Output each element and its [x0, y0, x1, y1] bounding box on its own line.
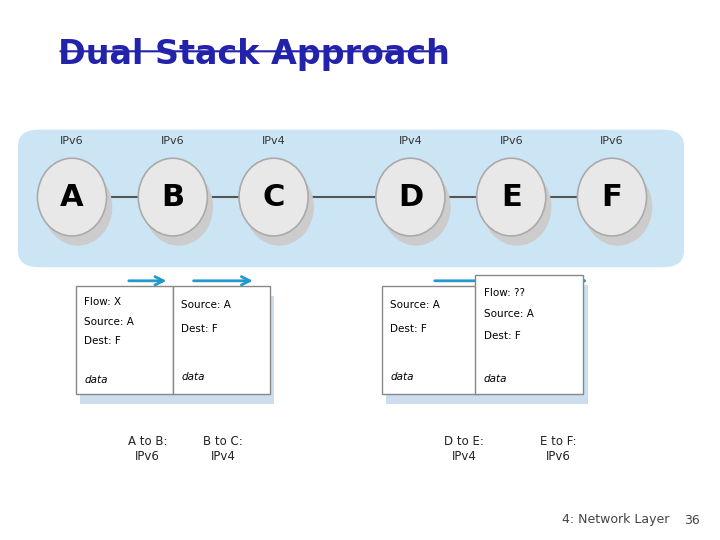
FancyBboxPatch shape — [382, 286, 479, 394]
Text: IPv4: IPv4 — [262, 136, 285, 146]
Ellipse shape — [376, 158, 445, 236]
Ellipse shape — [239, 158, 308, 236]
Text: Dest: F: Dest: F — [484, 331, 521, 341]
Text: data: data — [484, 374, 508, 384]
Text: C: C — [262, 183, 285, 212]
Text: Source: A: Source: A — [84, 316, 134, 327]
Ellipse shape — [138, 158, 207, 236]
Text: IPv6: IPv6 — [60, 136, 84, 146]
Ellipse shape — [43, 168, 112, 246]
Text: 36: 36 — [684, 514, 700, 526]
Text: IPv6: IPv6 — [161, 136, 184, 146]
Ellipse shape — [583, 168, 652, 246]
FancyBboxPatch shape — [177, 296, 274, 404]
Text: IPv6: IPv6 — [600, 136, 624, 146]
FancyBboxPatch shape — [18, 130, 684, 267]
FancyBboxPatch shape — [386, 296, 483, 404]
Ellipse shape — [37, 158, 107, 236]
Text: Dest: F: Dest: F — [390, 325, 427, 334]
Text: Dest: F: Dest: F — [181, 325, 218, 334]
Text: E to F:
IPv6: E to F: IPv6 — [540, 435, 576, 463]
Text: data: data — [181, 373, 205, 382]
FancyBboxPatch shape — [80, 296, 177, 404]
Text: Flow: ??: Flow: ?? — [484, 288, 525, 298]
Ellipse shape — [245, 168, 314, 246]
Ellipse shape — [477, 158, 546, 236]
Text: A: A — [60, 183, 84, 212]
Text: Dual Stack Approach: Dual Stack Approach — [58, 38, 449, 71]
FancyBboxPatch shape — [475, 275, 583, 394]
Text: B: B — [161, 183, 184, 212]
Ellipse shape — [482, 168, 552, 246]
Text: B to C:
IPv4: B to C: IPv4 — [203, 435, 243, 463]
FancyBboxPatch shape — [480, 285, 588, 404]
Text: data: data — [390, 373, 414, 382]
Text: IPv6: IPv6 — [500, 136, 523, 146]
Ellipse shape — [577, 158, 647, 236]
Ellipse shape — [382, 168, 451, 246]
FancyBboxPatch shape — [76, 286, 173, 394]
Text: Source: A: Source: A — [181, 300, 231, 310]
Text: D: D — [397, 183, 423, 212]
Text: 4: Network Layer: 4: Network Layer — [562, 514, 669, 526]
Text: Flow: X: Flow: X — [84, 297, 122, 307]
Text: Source: A: Source: A — [484, 309, 534, 319]
Text: A to B:
IPv6: A to B: IPv6 — [128, 435, 167, 463]
Text: E: E — [501, 183, 521, 212]
Text: D to E:
IPv4: D to E: IPv4 — [444, 435, 485, 463]
Text: Source: A: Source: A — [390, 300, 440, 310]
Text: IPv4: IPv4 — [399, 136, 422, 146]
Text: data: data — [84, 375, 108, 386]
Ellipse shape — [144, 168, 213, 246]
Text: F: F — [602, 183, 622, 212]
FancyBboxPatch shape — [173, 286, 270, 394]
Text: Dest: F: Dest: F — [84, 336, 121, 346]
